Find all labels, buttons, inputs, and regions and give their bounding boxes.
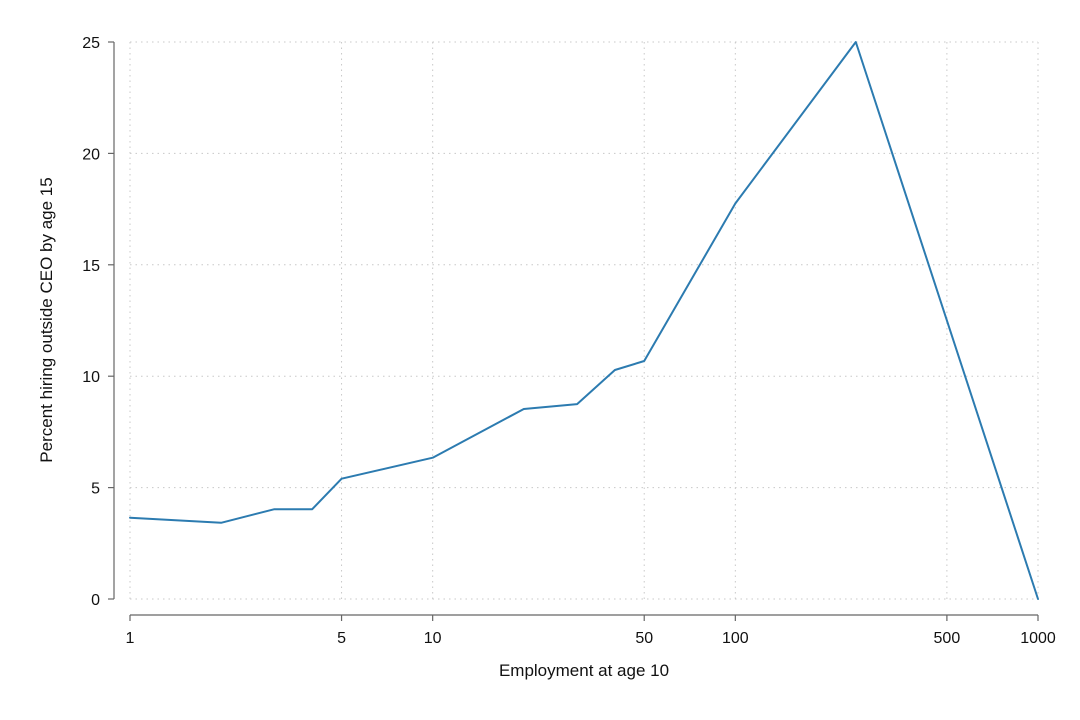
y-tick-label: 25 [82,35,100,52]
series-line [129,41,1039,600]
y-axis-title: Percent hiring outside CEO by age 15 [37,177,56,462]
x-tick-label: 500 [934,630,961,647]
y-tick-label: 0 [91,592,100,609]
y-tick-label: 10 [82,369,100,386]
x-tick-label: 50 [635,630,653,647]
x-axis-title: Employment at age 10 [499,661,669,680]
y-tick-label: 20 [82,146,100,163]
x-tick-label: 100 [722,630,749,647]
series [129,41,1039,600]
x-tick-label: 5 [337,630,346,647]
x-tick-label: 10 [424,630,442,647]
y-tick-label: 15 [82,258,100,275]
x-tick-label: 1 [126,630,135,647]
y-tick-label: 5 [91,481,100,498]
x-tick-label: 1000 [1020,630,1056,647]
grid [129,41,1039,600]
